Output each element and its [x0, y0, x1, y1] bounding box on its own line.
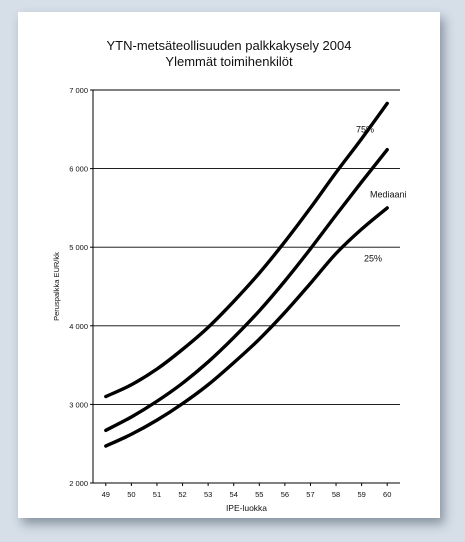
y-tick-label: 7 000	[69, 86, 88, 95]
y-tick-label: 4 000	[69, 322, 88, 331]
series-25-line	[104, 206, 389, 448]
x-tick-label: 50	[127, 490, 135, 499]
y-tick-label: 2 000	[69, 479, 88, 488]
x-tick-label: 57	[306, 490, 314, 499]
line-chart: 2 000 3 000 4 000 5 000 6 000 7 000 49 50 51 52 53…	[52, 86, 407, 513]
series-median-line	[104, 148, 389, 433]
chart-subtitle: Ylemmät toimihenkilöt	[165, 54, 293, 69]
x-tick-label: 56	[281, 490, 289, 499]
y-tick-label: 5 000	[69, 243, 88, 252]
series-label-median: Mediaani	[370, 190, 407, 200]
series-label-25: 25%	[364, 253, 382, 263]
x-tick-label: 60	[383, 490, 391, 499]
chart-title: YTN-metsäteollisuuden palkkakysely 2004	[106, 38, 352, 53]
series-label-75: 75%	[356, 124, 374, 134]
x-tick-label: 53	[204, 490, 212, 499]
x-axis-label: IPE-luokka	[226, 503, 267, 513]
series-75-line	[104, 101, 389, 399]
y-tick-label: 6 000	[69, 165, 88, 174]
chart-card: YTN-metsäteollisuuden palkkakysely 2004 …	[18, 12, 440, 518]
x-tick-label: 52	[178, 490, 186, 499]
x-tick-label: 55	[255, 490, 263, 499]
y-axis-label: Peruspalkka EUR/kk	[52, 252, 61, 321]
x-tick-label: 49	[102, 490, 110, 499]
x-tick-label: 51	[153, 490, 161, 499]
x-tick-label: 59	[357, 490, 365, 499]
y-tick-label: 3 000	[69, 400, 88, 409]
x-tick-label: 58	[332, 490, 340, 499]
x-tick-label: 54	[230, 490, 238, 499]
